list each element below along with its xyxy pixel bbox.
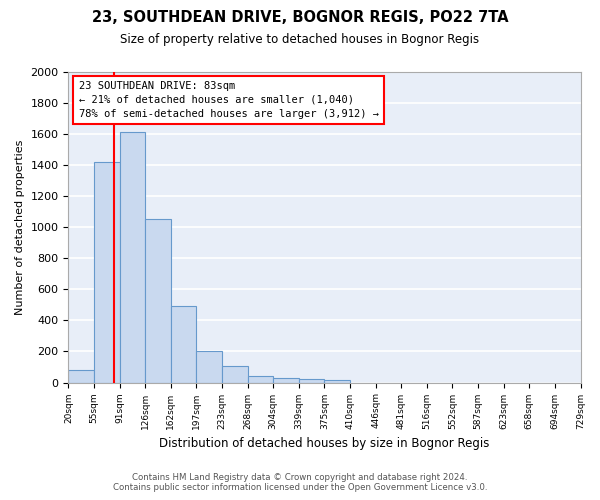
X-axis label: Distribution of detached houses by size in Bognor Regis: Distribution of detached houses by size … [159,437,490,450]
Text: 23 SOUTHDEAN DRIVE: 83sqm
← 21% of detached houses are smaller (1,040)
78% of se: 23 SOUTHDEAN DRIVE: 83sqm ← 21% of detac… [79,81,379,119]
Y-axis label: Number of detached properties: Number of detached properties [15,140,25,314]
Bar [299,380,325,382]
Bar [273,378,299,382]
Bar [68,370,94,382]
Bar [119,132,145,382]
Text: 23, SOUTHDEAN DRIVE, BOGNOR REGIS, PO22 7TA: 23, SOUTHDEAN DRIVE, BOGNOR REGIS, PO22 … [92,10,508,25]
Bar [145,220,171,382]
Bar [171,306,196,382]
Bar [222,366,248,382]
Bar [94,162,119,382]
Text: Size of property relative to detached houses in Bognor Regis: Size of property relative to detached ho… [121,32,479,46]
Bar [325,380,350,382]
Text: Contains HM Land Registry data © Crown copyright and database right 2024.
Contai: Contains HM Land Registry data © Crown c… [113,473,487,492]
Bar [248,376,273,382]
Bar [196,352,222,382]
